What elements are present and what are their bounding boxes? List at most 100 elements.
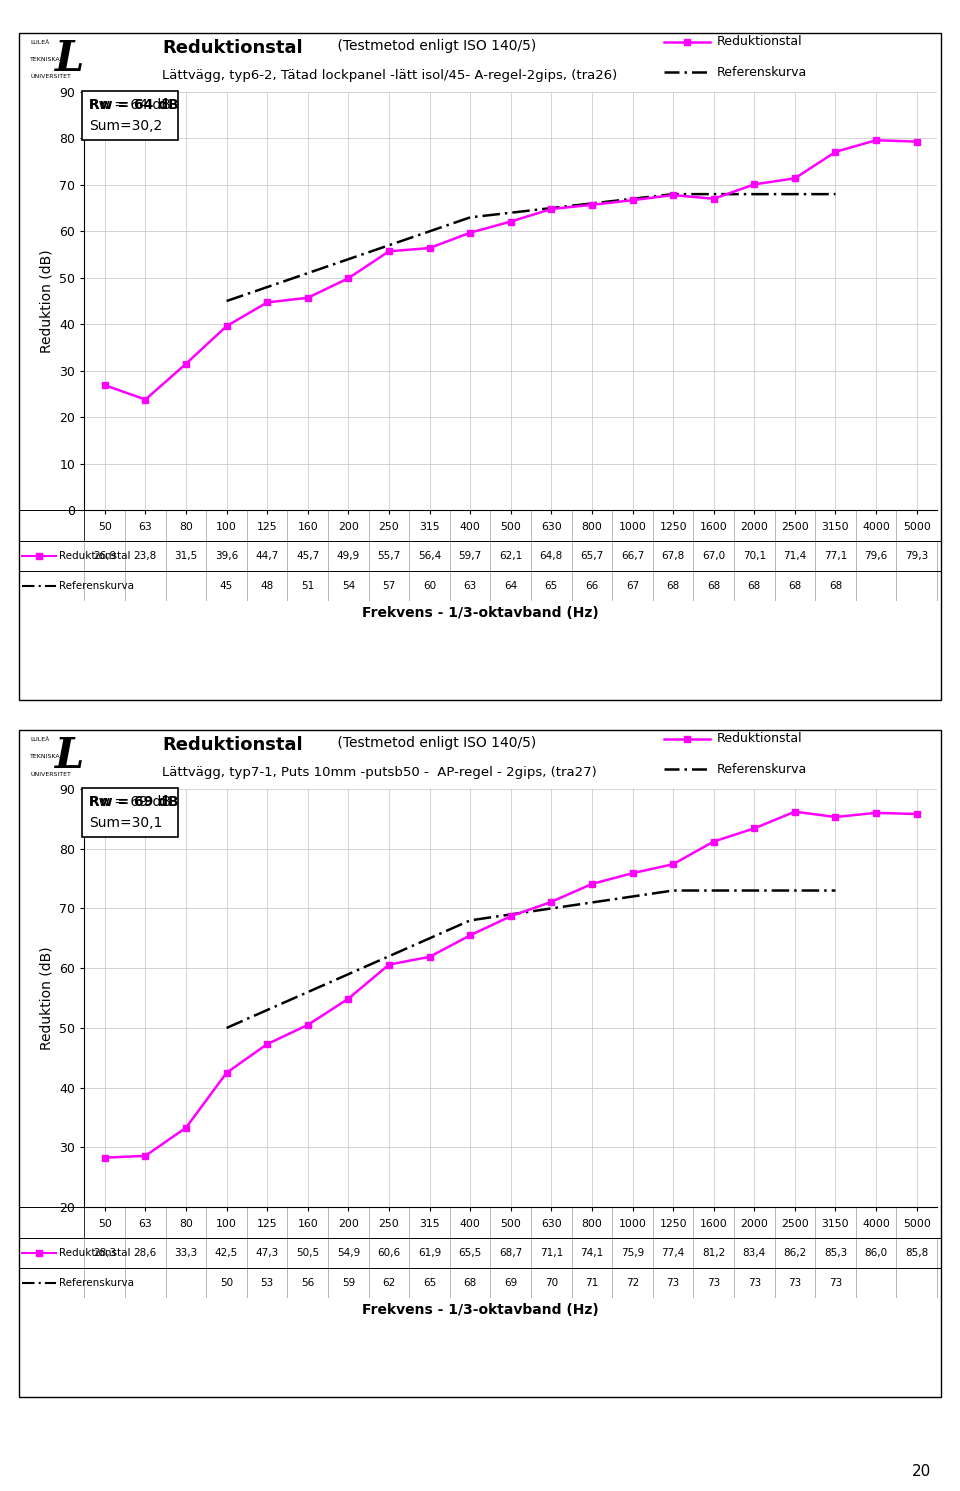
Text: 56,4: 56,4 xyxy=(418,550,442,561)
Text: Referenskurva: Referenskurva xyxy=(717,66,807,79)
Text: 68,7: 68,7 xyxy=(499,1248,522,1258)
Text: 315: 315 xyxy=(420,522,440,532)
Text: 68: 68 xyxy=(666,581,680,590)
Text: TEKNISKA: TEKNISKA xyxy=(31,754,60,759)
Text: 63: 63 xyxy=(464,581,477,590)
Text: 2000: 2000 xyxy=(740,522,768,532)
Text: 800: 800 xyxy=(582,1220,602,1229)
Text: UNIVERSITET: UNIVERSITET xyxy=(31,771,71,777)
Text: 100: 100 xyxy=(216,522,237,532)
Text: 1000: 1000 xyxy=(618,1220,646,1229)
Text: 64: 64 xyxy=(504,581,517,590)
Text: 160: 160 xyxy=(298,522,318,532)
Text: 65: 65 xyxy=(423,1278,436,1288)
Text: L: L xyxy=(56,37,84,81)
Text: 39,6: 39,6 xyxy=(215,550,238,561)
Text: 55,7: 55,7 xyxy=(377,550,400,561)
Text: 73: 73 xyxy=(748,1278,761,1288)
Text: 80: 80 xyxy=(179,522,193,532)
Text: (Testmetod enligt ISO 140/5): (Testmetod enligt ISO 140/5) xyxy=(332,737,536,750)
Text: 500: 500 xyxy=(500,522,521,532)
Text: 50: 50 xyxy=(98,1220,111,1229)
Text: 400: 400 xyxy=(460,522,481,532)
Text: 2500: 2500 xyxy=(781,1220,808,1229)
Text: 800: 800 xyxy=(582,522,602,532)
Text: LULEÅ: LULEÅ xyxy=(31,40,50,45)
Text: 60: 60 xyxy=(423,581,436,590)
Text: 49,9: 49,9 xyxy=(337,550,360,561)
Text: 57: 57 xyxy=(382,581,396,590)
Text: 64,8: 64,8 xyxy=(540,550,563,561)
Text: 77,4: 77,4 xyxy=(661,1248,684,1258)
Text: Reduktionstal: Reduktionstal xyxy=(162,39,302,57)
Text: 54,9: 54,9 xyxy=(337,1248,360,1258)
Text: Reduktionstal: Reduktionstal xyxy=(717,36,803,48)
Text: 71,4: 71,4 xyxy=(783,550,806,561)
Text: 66,7: 66,7 xyxy=(621,550,644,561)
Text: 74,1: 74,1 xyxy=(580,1248,604,1258)
Text: 4000: 4000 xyxy=(862,522,890,532)
Text: 73: 73 xyxy=(708,1278,720,1288)
Y-axis label: Reduktion (dB): Reduktion (dB) xyxy=(40,947,54,1050)
Text: 5000: 5000 xyxy=(902,1220,930,1229)
Text: 56: 56 xyxy=(301,1278,314,1288)
Text: 72: 72 xyxy=(626,1278,639,1288)
Text: UNIVERSITET: UNIVERSITET xyxy=(31,75,71,79)
Text: 62: 62 xyxy=(382,1278,396,1288)
Text: 59,7: 59,7 xyxy=(459,550,482,561)
Text: 31,5: 31,5 xyxy=(175,550,198,561)
Text: 1250: 1250 xyxy=(660,522,687,532)
Text: (Testmetod enligt ISO 140/5): (Testmetod enligt ISO 140/5) xyxy=(332,39,536,52)
Text: 5000: 5000 xyxy=(902,522,930,532)
Text: Frekvens - 1/3-oktavband (Hz): Frekvens - 1/3-oktavband (Hz) xyxy=(362,605,598,620)
Text: Referenskurva: Referenskurva xyxy=(59,581,133,590)
Text: 500: 500 xyxy=(500,1220,521,1229)
Text: 51: 51 xyxy=(301,581,314,590)
Text: 630: 630 xyxy=(540,1220,562,1229)
Text: 73: 73 xyxy=(666,1278,680,1288)
Text: 50: 50 xyxy=(98,522,111,532)
Text: 200: 200 xyxy=(338,522,359,532)
Text: 68: 68 xyxy=(828,581,842,590)
Text: 400: 400 xyxy=(460,1220,481,1229)
Text: 100: 100 xyxy=(216,1220,237,1229)
Text: Reduktionstal: Reduktionstal xyxy=(59,550,131,561)
Text: 70,1: 70,1 xyxy=(743,550,766,561)
Text: 50,5: 50,5 xyxy=(297,1248,320,1258)
Y-axis label: Reduktion (dB): Reduktion (dB) xyxy=(40,249,54,353)
Text: Rw = 69 dB
Sum=30,1: Rw = 69 dB Sum=30,1 xyxy=(88,795,171,830)
Text: 630: 630 xyxy=(540,522,562,532)
Text: 1600: 1600 xyxy=(700,1220,728,1229)
Text: 250: 250 xyxy=(378,522,399,532)
Text: 86,0: 86,0 xyxy=(865,1248,888,1258)
Text: 68: 68 xyxy=(788,581,802,590)
Text: 79,6: 79,6 xyxy=(864,550,888,561)
Text: 67: 67 xyxy=(626,581,639,590)
Text: 81,2: 81,2 xyxy=(702,1248,726,1258)
Text: 54: 54 xyxy=(342,581,355,590)
Text: 48: 48 xyxy=(260,581,274,590)
Text: 1000: 1000 xyxy=(618,522,646,532)
Text: L: L xyxy=(56,735,84,777)
Text: 73: 73 xyxy=(788,1278,802,1288)
Text: Reduktionstal: Reduktionstal xyxy=(59,1248,131,1258)
Text: 70: 70 xyxy=(544,1278,558,1288)
Text: 77,1: 77,1 xyxy=(824,550,847,561)
Text: 315: 315 xyxy=(420,1220,440,1229)
Text: TEKNISKA: TEKNISKA xyxy=(31,57,60,63)
Text: 2000: 2000 xyxy=(740,1220,768,1229)
Text: 3150: 3150 xyxy=(822,1220,850,1229)
Text: 68: 68 xyxy=(708,581,720,590)
Text: 85,8: 85,8 xyxy=(905,1248,928,1258)
Text: 28,3: 28,3 xyxy=(93,1248,116,1258)
Text: 65,5: 65,5 xyxy=(459,1248,482,1258)
Text: LULEÅ: LULEÅ xyxy=(31,737,50,743)
Text: 71,1: 71,1 xyxy=(540,1248,563,1258)
Text: 45,7: 45,7 xyxy=(296,550,320,561)
Text: 63: 63 xyxy=(138,522,153,532)
Text: 66: 66 xyxy=(586,581,598,590)
Text: 20: 20 xyxy=(912,1464,931,1479)
Text: 45: 45 xyxy=(220,581,233,590)
Text: 28,6: 28,6 xyxy=(133,1248,157,1258)
Text: 67,8: 67,8 xyxy=(661,550,684,561)
